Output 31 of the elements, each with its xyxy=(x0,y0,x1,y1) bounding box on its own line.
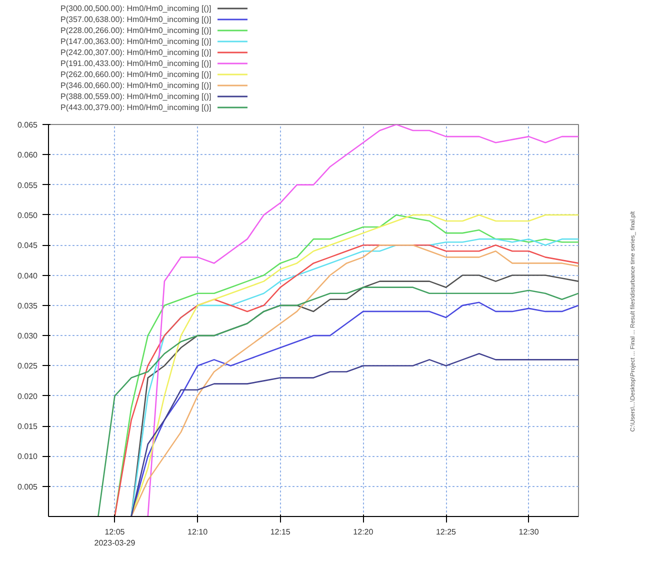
x-tick-label: 12:30 xyxy=(518,528,540,536)
legend-label: P(147.00,363.00): Hm0/Hm0_incoming [()] xyxy=(60,37,212,46)
legend-label: P(346.00,660.00): Hm0/Hm0_incoming [()] xyxy=(60,81,212,90)
y-tick-label: 0.045 xyxy=(17,241,38,250)
y-tick-label: 0.015 xyxy=(17,422,38,432)
y-tick-label: 0.050 xyxy=(17,210,38,220)
legend-label: P(228.00,266.00): Hm0/Hm0_incoming [()] xyxy=(60,26,212,35)
y-tick-label: 0.060 xyxy=(17,150,38,160)
x-tick-label: 12:10 xyxy=(188,528,208,536)
y-tick-label: 0.025 xyxy=(17,362,38,371)
x-tick-label: 12:05 2023-03-29 xyxy=(94,528,136,548)
y-tick-label: 0.040 xyxy=(17,271,38,280)
legend-label: P(262.00,660.00): Hm0/Hm0_incoming [()] xyxy=(60,70,212,79)
x-tick-label: 12:15 xyxy=(270,528,291,536)
legend-label: P(388.00,559.00): Hm0/Hm0_incoming [()] xyxy=(60,92,212,101)
legend-label: P(300.00,500.00): Hm0/Hm0_incoming [()] xyxy=(60,4,212,13)
x-tick-label: 12:25 xyxy=(436,528,457,536)
y-tick-label: 0.020 xyxy=(17,392,38,401)
y-tick-label: 0.055 xyxy=(17,180,38,190)
x-tick-label: 12:20 xyxy=(353,528,374,536)
y-tick-label: 0.035 xyxy=(17,301,38,310)
line-series xyxy=(130,353,578,516)
y-tick-label: 0.010 xyxy=(17,452,38,462)
y-tick-label: 0.065 xyxy=(17,120,38,130)
y-tick-label: 0.005 xyxy=(17,482,38,492)
legend-label: P(443.00,379.00): Hm0/Hm0_incoming [()] xyxy=(60,103,212,112)
legend-label: P(191.00,433.00): Hm0/Hm0_incoming [()] xyxy=(60,59,212,68)
legend-label: P(242.00,307.00): Hm0/Hm0_incoming [()] xyxy=(60,48,212,57)
line-series xyxy=(147,124,578,516)
legend-label: P(357.00,638.00): Hm0/Hm0_incoming [()] xyxy=(60,15,212,24)
y-tick-label: 0.030 xyxy=(17,332,38,341)
